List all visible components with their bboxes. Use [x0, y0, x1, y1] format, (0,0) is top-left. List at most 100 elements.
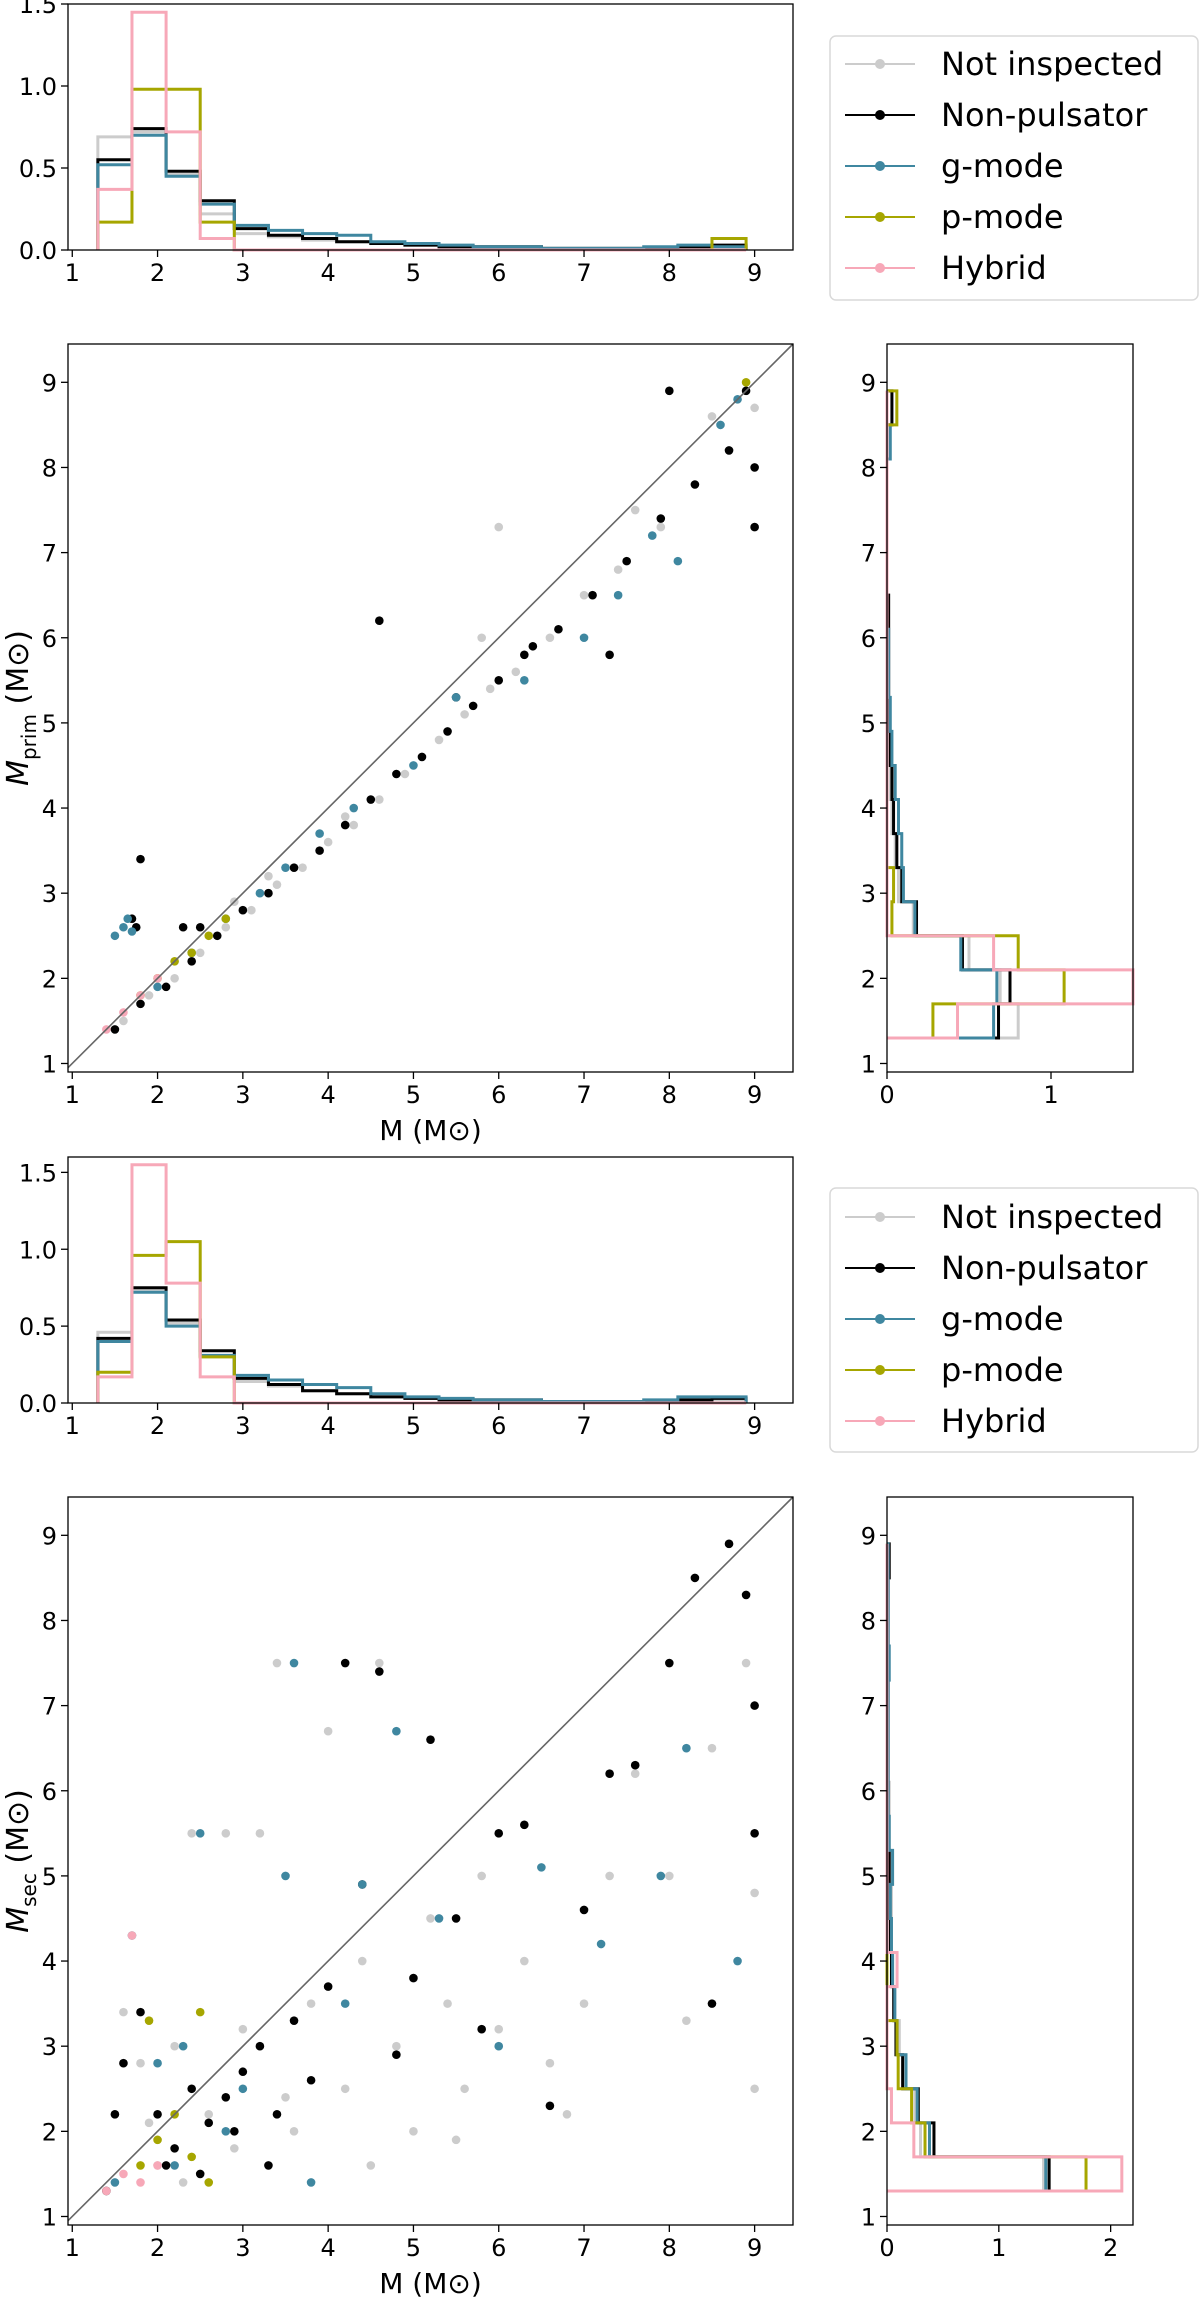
x-tick-label: 3 [235, 2234, 250, 2262]
data-point [136, 2007, 145, 2017]
data-point [349, 820, 359, 830]
data-point [451, 2135, 461, 2145]
data-point [204, 2110, 214, 2119]
data-point [281, 1871, 290, 1881]
histogram-step-not-inspected [96, 1287, 748, 1403]
data-point [187, 1829, 196, 1838]
data-point [520, 1956, 529, 1966]
data-point [494, 1829, 504, 1838]
legend-entry-non-pulsator: Non-pulsator [845, 96, 1148, 134]
data-point [494, 676, 504, 685]
y-tick-label: 3 [42, 2033, 57, 2061]
data-point [170, 974, 179, 983]
data-point [298, 863, 307, 872]
x-tick-label: 6 [491, 1412, 506, 1440]
data-point [392, 1726, 401, 1736]
data-point [366, 2161, 376, 2170]
histogram-step-p-mode [96, 87, 748, 252]
y-tick-label: 8 [861, 1607, 876, 1635]
data-point [750, 1829, 759, 1838]
data-point [665, 386, 674, 396]
data-point [630, 505, 640, 515]
x-tick-label: 2 [150, 259, 165, 287]
data-point [281, 863, 290, 872]
data-point [221, 1829, 231, 1838]
data-point [409, 1973, 418, 1983]
data-point [750, 1888, 759, 1898]
x-tick-label: 2 [150, 2234, 165, 2262]
data-point [119, 2007, 128, 2017]
data-point [460, 2084, 469, 2094]
x-tick-label: 6 [491, 259, 506, 287]
data-point [494, 2024, 504, 2034]
data-point [724, 446, 734, 455]
data-point [255, 1829, 265, 1838]
histogram-step-hybrid [885, 1543, 1124, 2193]
data-point [656, 514, 666, 523]
data-point [123, 914, 133, 924]
data-point [195, 948, 205, 958]
y-tick-label: 5 [42, 1863, 57, 1891]
data-point [434, 735, 444, 745]
axes-frame [886, 343, 1134, 1073]
data-point [741, 1590, 751, 1600]
legend-label: Hybrid [941, 249, 1047, 287]
y-tick-label: 1.0 [19, 73, 57, 101]
data-point [255, 2041, 265, 2051]
x-tick-label: 2 [150, 1412, 165, 1440]
y-tick-label: 9 [861, 369, 876, 397]
y-tick-label: 5 [42, 710, 57, 738]
data-point [656, 522, 666, 532]
data-point [136, 2178, 145, 2187]
legend-top: Not inspected Non-pulsator g-mode p-mode… [829, 35, 1199, 301]
data-point [221, 914, 231, 924]
data-point [630, 1769, 640, 1779]
x-tick-label: 6 [491, 1081, 506, 1109]
x-tick-label: 9 [747, 259, 762, 287]
y-tick-label: 9 [42, 369, 57, 397]
y-tick-label: 0.0 [19, 1390, 57, 1418]
y-axis-label-subscript: prim [17, 714, 41, 760]
data-point [144, 991, 154, 1000]
data-point [153, 2135, 162, 2145]
x-tick-label: 2 [1103, 2234, 1118, 2262]
y-tick-label: 2 [42, 2118, 57, 2146]
legend-entry-non-pulsator: Non-pulsator [845, 1249, 1148, 1287]
x-tick-label: 4 [321, 1412, 336, 1440]
data-point [545, 2101, 555, 2111]
data-point [426, 1735, 435, 1744]
y-tick-label: 9 [861, 1522, 876, 1550]
data-point [434, 1914, 444, 1923]
y-tick-label: 8 [42, 1607, 57, 1635]
x-tick-label: 1 [65, 1412, 80, 1440]
data-point [605, 650, 614, 660]
data-point [605, 1871, 614, 1881]
data-point [238, 2067, 248, 2077]
data-point [545, 633, 555, 643]
data-point [451, 693, 461, 702]
y-tick-label: 1 [861, 1050, 876, 1078]
data-point [375, 1658, 384, 1668]
data-point [750, 2084, 759, 2094]
x-tick-label: 4 [321, 2234, 336, 2262]
data-point [656, 1871, 666, 1881]
data-point [102, 2186, 111, 2196]
scatter-series-p-mode [136, 2007, 214, 2187]
data-point [741, 378, 751, 387]
identity-diagonal [67, 1496, 794, 2222]
data-point [136, 854, 145, 864]
data-point [605, 1769, 614, 1779]
x-axis-label: M (M⊙) [379, 2267, 482, 2298]
data-point [409, 761, 418, 770]
y-tick-label: 0.0 [19, 237, 57, 265]
x-tick-label: 5 [406, 1081, 421, 1109]
scatter-series-g-mode [110, 395, 742, 992]
axes-frame [67, 3, 794, 251]
data-point [392, 2041, 401, 2051]
axes-frame [886, 1496, 1134, 2226]
data-point [178, 2041, 188, 2051]
data-point [153, 2161, 162, 2170]
legend-label: Not inspected [941, 45, 1163, 83]
data-point [724, 1539, 734, 1549]
